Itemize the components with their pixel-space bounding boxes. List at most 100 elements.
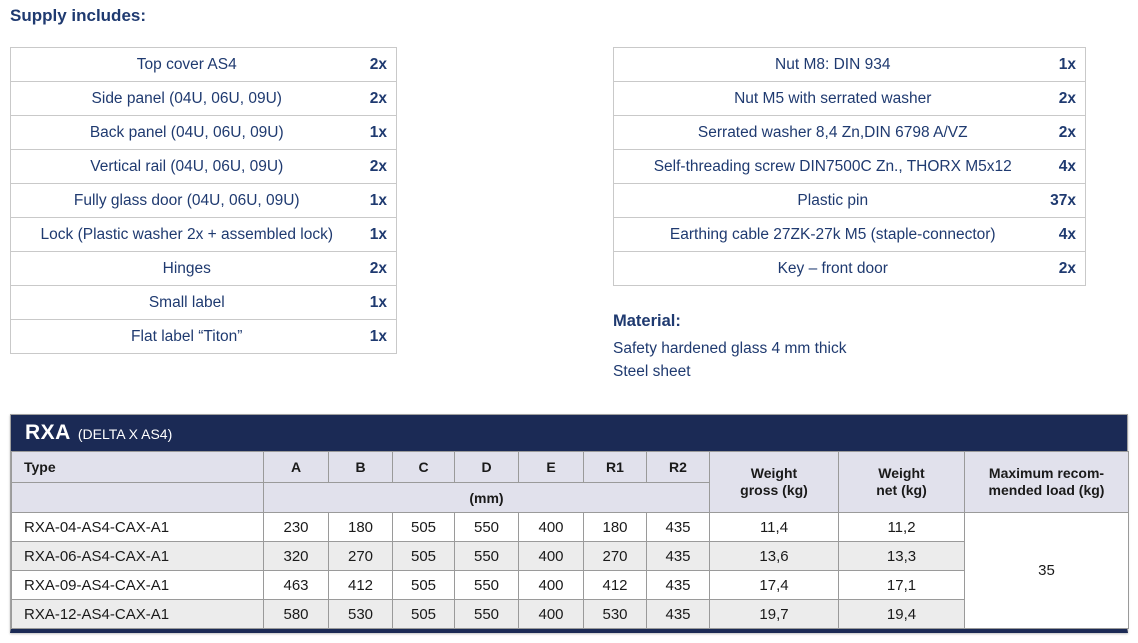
cell-type: RXA-09-AS4-CAX-A1 [11,570,264,600]
supply-item-qty: 4x [1047,217,1086,252]
supply-item-label: Nut M5 with serrated washer [613,81,1048,116]
cell-b: 530 [328,599,393,629]
supply-item-qty: 1x [358,285,397,320]
cell-b: 412 [328,570,393,600]
spec-data-row: RXA-04-AS4-CAX-A1 230 180 505 550 400 18… [11,512,1129,629]
col-header-r1: R1 [583,451,647,483]
col-header-weight-net: Weight net (kg) [838,451,965,513]
supply-item-qty: 2x [358,47,397,82]
cell-weight-gross: 19,7 [709,599,839,629]
supply-table-right: Nut M8: DIN 934 1x Nut M5 with serrated w… [613,47,1086,286]
cell-a: 580 [263,599,329,629]
col-header-a: A [263,451,329,483]
cell-r2: 435 [646,512,710,542]
cell-e: 400 [518,570,584,600]
supply-row: Lock (Plastic washer 2x + assembled lock… [10,217,397,252]
cell-d: 550 [454,541,519,571]
cell-type: RXA-06-AS4-CAX-A1 [11,541,264,571]
supply-row: Back panel (04U, 06U, 09U) 1x [10,115,397,150]
spec-table: Type A B C D E R1 R2 Weight gross (kg) W… [11,451,1129,629]
supply-item-label: Hinges [10,251,359,286]
cell-type: RXA-04-AS4-CAX-A1 [11,512,264,542]
supply-row: Fully glass door (04U, 06U, 09U) 1x [10,183,397,218]
supply-row: Vertical rail (04U, 06U, 09U) 2x [10,149,397,184]
cell-weight-net: 11,2 [838,512,965,542]
supply-row: Self-threading screw DIN7500C Zn., THORX… [613,149,1086,184]
cell-e: 400 [518,599,584,629]
cell-a: 230 [263,512,329,542]
supply-item-qty: 2x [358,251,397,286]
empty-cell [11,482,264,513]
cell-r1: 270 [583,541,647,571]
cell-weight-net: 13,3 [838,541,965,571]
cell-a: 463 [263,570,329,600]
supply-item-qty: 2x [1047,115,1086,150]
col-header-b: B [328,451,393,483]
cell-c: 505 [392,512,455,542]
cell-c: 505 [392,541,455,571]
col-header-type: Type [11,451,264,483]
supply-row: Small label 1x [10,285,397,320]
supply-includes-heading: Supply includes: [10,6,147,25]
supply-row: Side panel (04U, 06U, 09U) 2x [10,81,397,116]
spec-header-row: Type A B C D E R1 R2 Weight gross (kg) W… [11,451,1129,513]
supply-item-qty: 2x [1047,251,1086,286]
cell-c: 505 [392,570,455,600]
material-line: Steel sheet [613,363,691,380]
material-section: Material: Safety hardened glass 4 mm thi… [613,312,846,383]
cell-weight-net: 19,4 [838,599,965,629]
cell-e: 400 [518,512,584,542]
spec-table-title: RXA [25,421,71,444]
cell-r2: 435 [646,599,710,629]
supply-item-label: Lock (Plastic washer 2x + assembled lock… [10,217,359,252]
cell-max-load: 35 [964,512,1129,629]
supply-item-qty: 2x [358,81,397,116]
cell-weight-gross: 13,6 [709,541,839,571]
material-heading: Material: [613,312,681,330]
supply-item-label: Back panel (04U, 06U, 09U) [10,115,359,150]
cell-weight-gross: 11,4 [709,512,839,542]
col-header-c: C [392,451,455,483]
supply-item-qty: 37x [1047,183,1086,218]
spec-data-row: RXA-09-AS4-CAX-A1 463 412 505 550 400 41… [11,570,1129,600]
supply-item-qty: 1x [1047,47,1086,82]
cell-weight-net: 17,1 [838,570,965,600]
col-header-e: E [518,451,584,483]
cell-weight-gross: 17,4 [709,570,839,600]
supply-item-qty: 2x [1047,81,1086,116]
spec-table-titlebar: RXA (DELTA X AS4) [11,415,1127,451]
supply-item-qty: 1x [358,319,397,354]
unit-label-mm: (mm) [263,482,710,513]
cell-r2: 435 [646,570,710,600]
spec-table-subtitle: (DELTA X AS4) [77,426,173,442]
cell-a: 320 [263,541,329,571]
cell-b: 180 [328,512,393,542]
col-header-d: D [454,451,519,483]
supply-item-qty: 1x [358,183,397,218]
spec-table-section: RXA (DELTA X AS4) Type A B C D E R1 R2 W… [10,414,1129,633]
cell-r1: 530 [583,599,647,629]
supply-item-label: Top cover AS4 [10,47,359,82]
supply-item-label: Small label [10,285,359,320]
supply-item-label: Key – front door [613,251,1048,286]
supply-row: Key – front door 2x [613,251,1086,286]
spec-data-row: RXA-06-AS4-CAX-A1 320 270 505 550 400 27… [11,541,1129,571]
supply-row: Hinges 2x [10,251,397,286]
supply-item-qty: 1x [358,217,397,252]
supply-item-label: Side panel (04U, 06U, 09U) [10,81,359,116]
col-header-r2: R2 [646,451,710,483]
supply-row: Top cover AS4 2x [10,47,397,82]
cell-d: 550 [454,570,519,600]
cell-r1: 180 [583,512,647,542]
supply-item-label: Earthing cable 27ZK-27k M5 (staple-conne… [613,217,1048,252]
col-header-max-load: Maximum recom- mended load (kg) [964,451,1129,513]
spec-data-row: RXA-12-AS4-CAX-A1 580 530 505 550 400 53… [11,599,1129,629]
supply-item-label: Vertical rail (04U, 06U, 09U) [10,149,359,184]
supply-item-label: Plastic pin [613,183,1048,218]
cell-e: 400 [518,541,584,571]
supply-row: Plastic pin 37x [613,183,1086,218]
supply-item-qty: 4x [1047,149,1086,184]
material-line: Safety hardened glass 4 mm thick [613,340,847,357]
cell-r1: 412 [583,570,647,600]
col-header-weight-gross: Weight gross (kg) [709,451,839,513]
